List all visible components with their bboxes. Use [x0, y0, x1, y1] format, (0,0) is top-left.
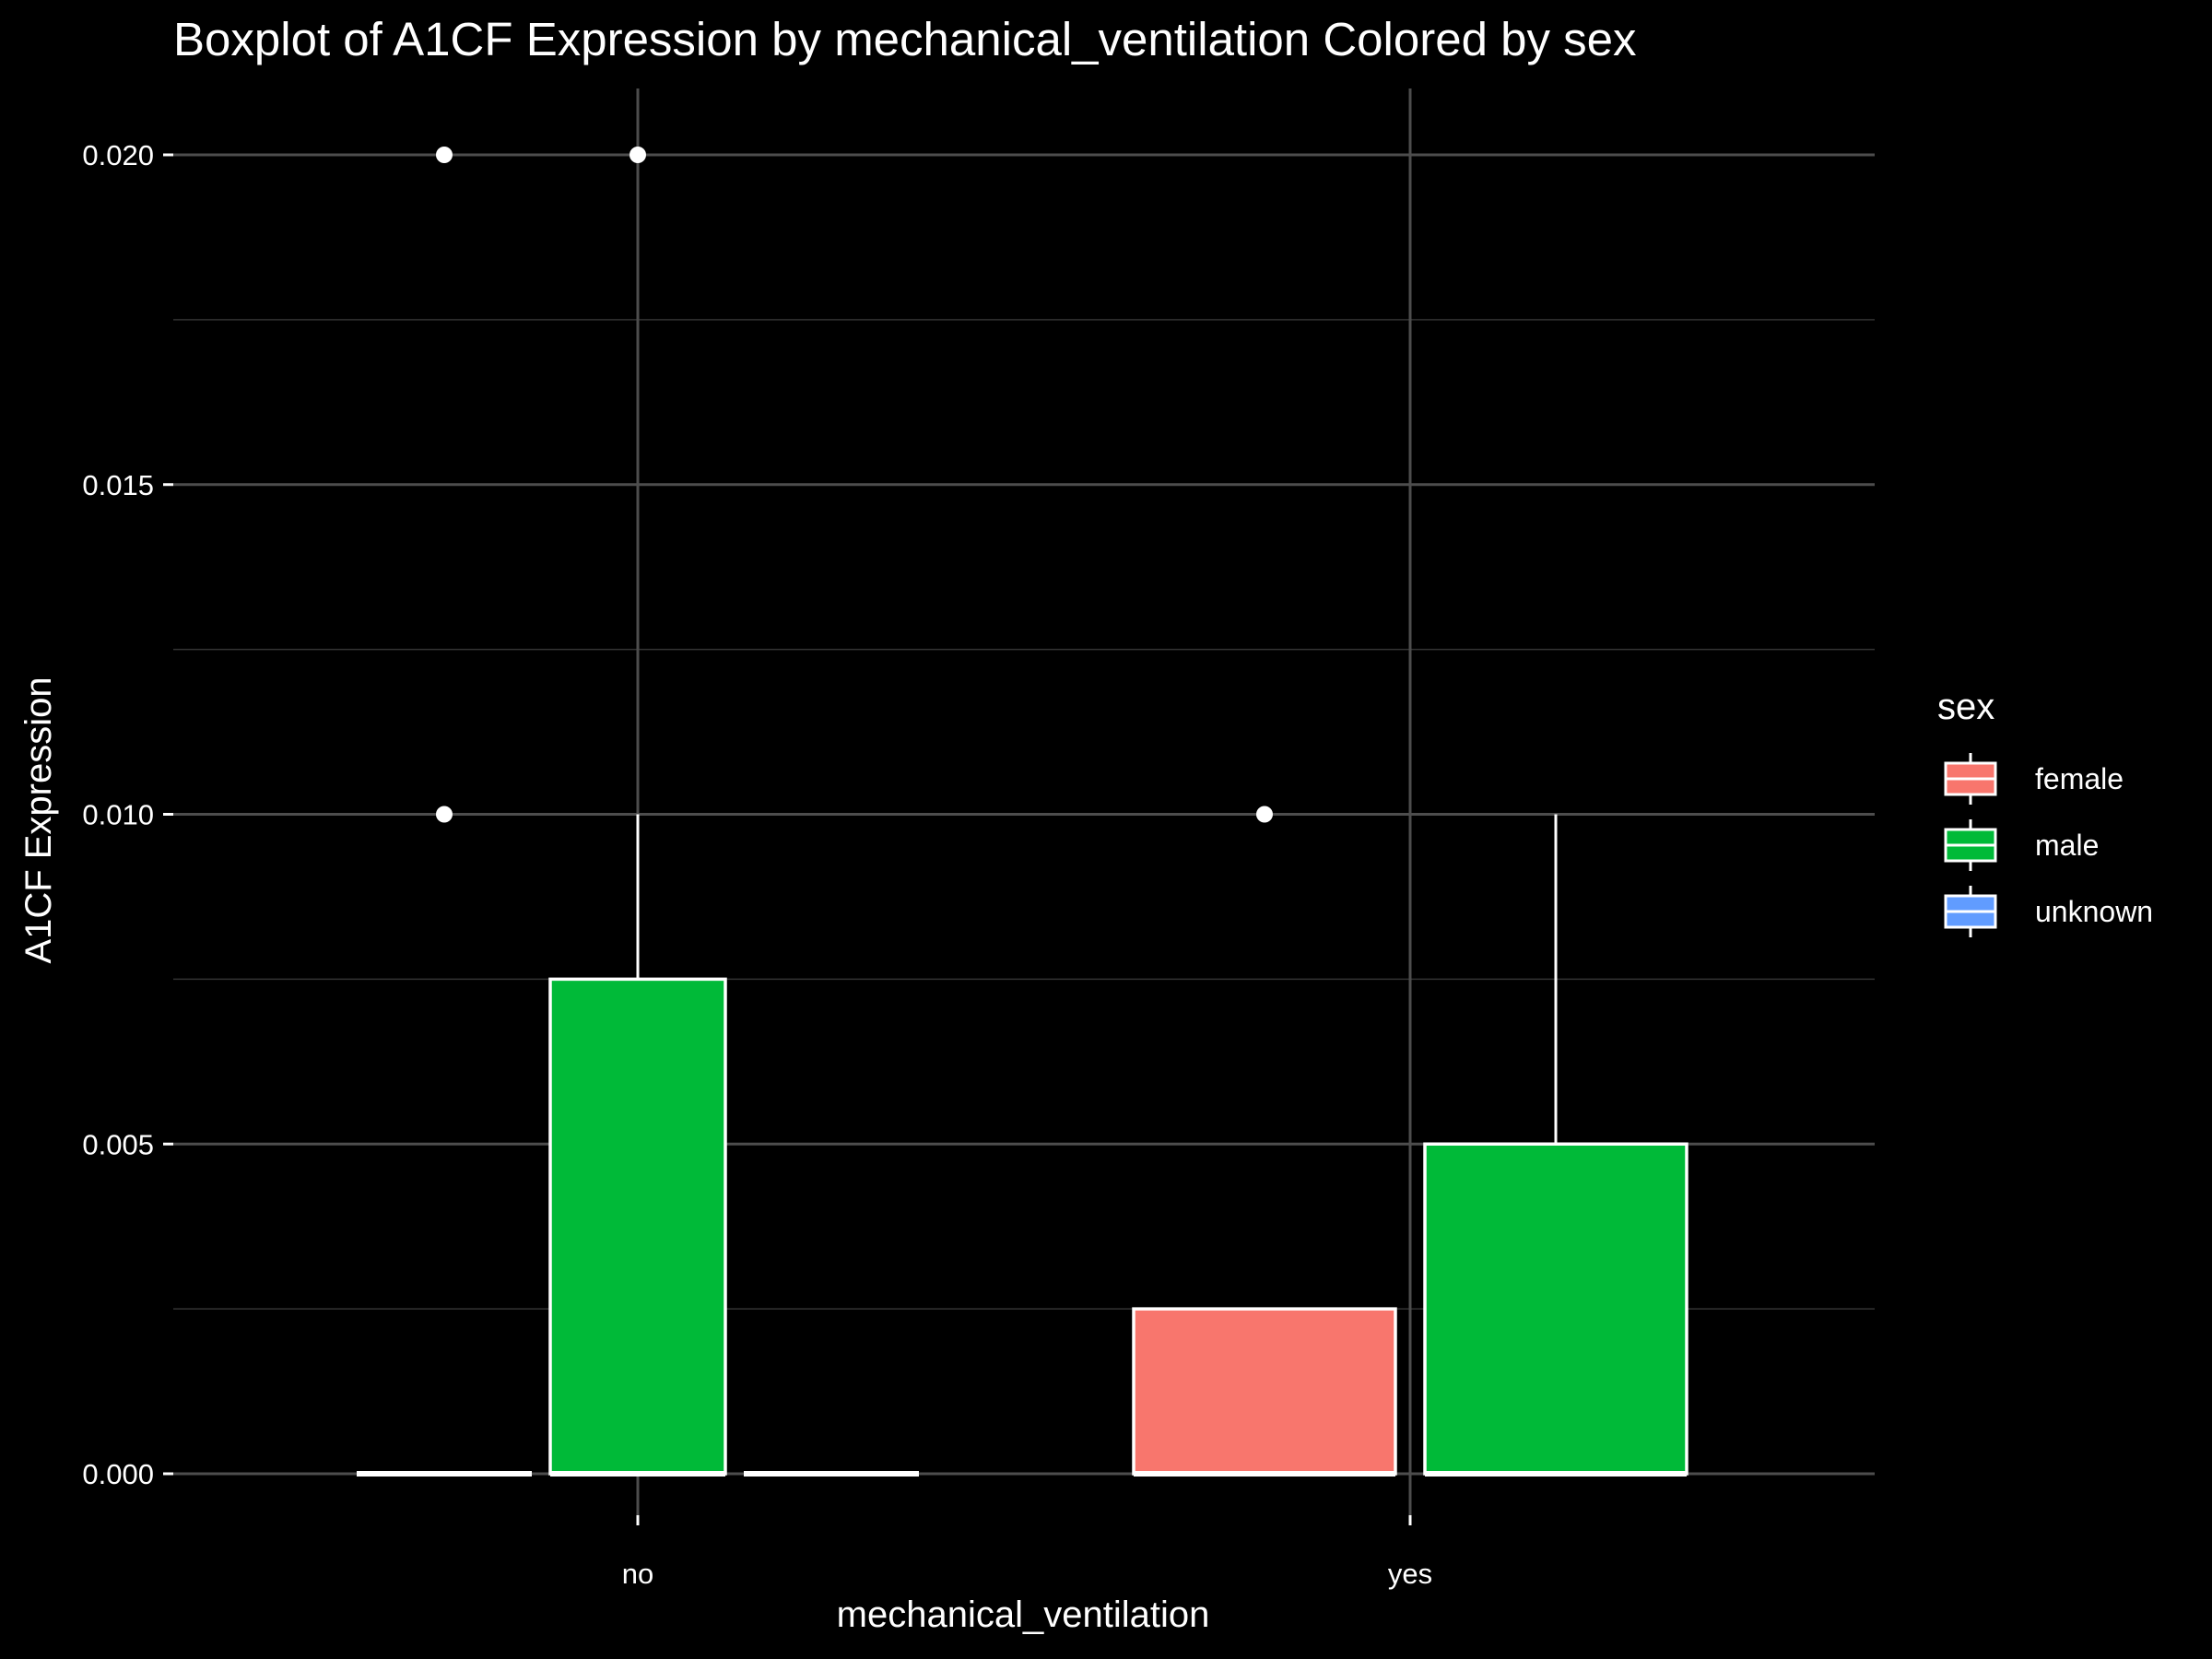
box-body [1423, 1142, 1688, 1476]
legend-label: female [2035, 762, 2124, 795]
box-yes-male [1423, 814, 1688, 1477]
legend-item-female: female [1944, 753, 2124, 805]
legend: sex female male unknown [1937, 687, 2153, 937]
y-tick-label: 0.000 [82, 1458, 154, 1490]
legend-item-unknown: unknown [1944, 886, 2153, 937]
box-body [1132, 1307, 1397, 1476]
box-body [548, 977, 727, 1476]
y-tick-label: 0.010 [82, 799, 154, 831]
x-tick-label: no [622, 1558, 653, 1590]
x-tick-label: yes [1388, 1558, 1432, 1590]
box-no-female [357, 147, 532, 1477]
outlier-point [436, 147, 453, 163]
y-axis-title: A1CF Expression [18, 677, 59, 963]
y-tick-label: 0.015 [82, 469, 154, 501]
y-axis: 0.000 0.005 0.010 0.015 0.020 [82, 139, 173, 1490]
outlier-point [1256, 806, 1273, 823]
legend-item-male: male [1944, 819, 2099, 871]
y-tick-label: 0.005 [82, 1128, 154, 1160]
y-tick-label: 0.020 [82, 139, 154, 171]
x-axis: no yes [622, 1515, 1432, 1590]
chart-title: Boxplot of A1CF Expression by mechanical… [173, 13, 1637, 65]
x-axis-title: mechanical_ventilation [837, 1594, 1210, 1635]
legend-label: male [2035, 829, 2099, 862]
outlier-point [629, 147, 646, 163]
legend-label: unknown [2035, 895, 2153, 928]
box-yes-female [1132, 806, 1397, 1477]
boxes [357, 147, 1688, 1477]
outlier-point [436, 806, 453, 823]
box-no-male [548, 147, 727, 1477]
legend-title: sex [1937, 687, 1994, 727]
